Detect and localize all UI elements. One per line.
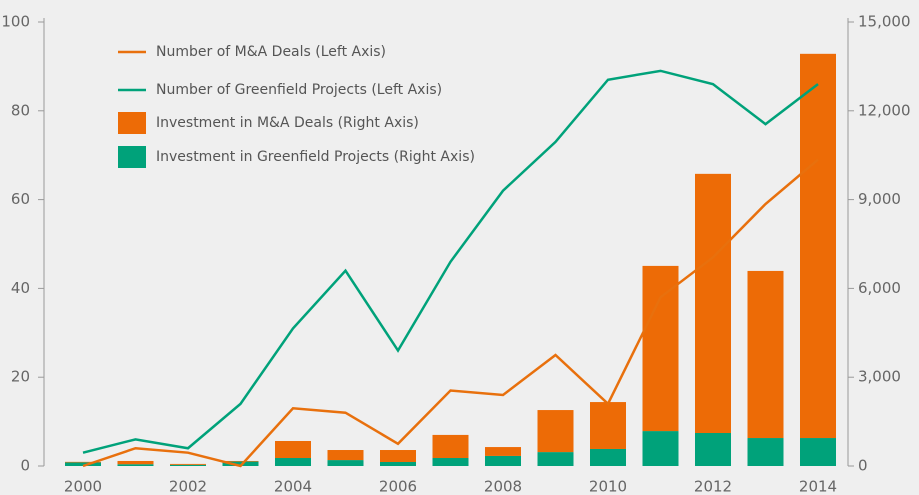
bar — [432, 458, 469, 466]
bar — [380, 450, 416, 463]
line — [82, 158, 819, 468]
y-tick-label: 100 — [1, 13, 30, 31]
legend-swatch — [118, 112, 146, 134]
bar — [275, 440, 311, 459]
bar — [222, 461, 259, 466]
bar — [590, 448, 626, 466]
y-tick-label: 40 — [11, 279, 30, 297]
x-tick-label: 2008 — [484, 478, 522, 495]
bar — [747, 438, 784, 466]
bar — [65, 462, 101, 466]
bar — [117, 464, 154, 466]
legend-label: Number of M&A Deals (Left Axis) — [156, 44, 386, 60]
bar — [800, 53, 836, 439]
legend-label: Investment in Greenfield Projects (Right… — [156, 149, 475, 165]
bar — [747, 270, 784, 439]
y-tick-label: 80 — [11, 101, 30, 119]
bar — [485, 447, 521, 456]
bar — [327, 460, 364, 466]
y2-tick-label: 3,000 — [858, 368, 901, 386]
y-tick-label: 20 — [11, 368, 30, 386]
bar — [65, 461, 101, 463]
x-tick-label: 2000 — [64, 478, 102, 495]
x-tick-label: 2010 — [589, 478, 627, 495]
bar — [642, 431, 679, 466]
bar — [275, 458, 311, 466]
y2-tick-label: 15,000 — [858, 13, 911, 31]
bar — [170, 464, 206, 466]
y2-tick-label: 0 — [858, 457, 868, 475]
y2-tick-label: 12,000 — [858, 101, 911, 119]
bar — [485, 455, 521, 466]
bar — [800, 438, 836, 466]
line — [82, 69, 819, 454]
bar — [170, 463, 206, 465]
legend-label: Number of Greenfield Projects (Left Axis… — [156, 82, 442, 98]
bar — [695, 173, 731, 433]
legend-swatch — [118, 146, 146, 168]
bar — [117, 460, 154, 465]
x-tick-label: 2014 — [799, 478, 837, 495]
y-tick-label: 60 — [11, 190, 30, 208]
bar — [590, 402, 626, 449]
bar — [222, 460, 259, 462]
bar — [537, 452, 574, 466]
y-tick-label: 0 — [20, 457, 30, 475]
bar — [537, 410, 574, 453]
bar — [695, 432, 731, 466]
x-tick-label: 2006 — [379, 478, 417, 495]
bar — [642, 265, 679, 432]
bar — [432, 434, 469, 459]
y2-tick-label: 9,000 — [858, 190, 901, 208]
legend-label: Investment in M&A Deals (Right Axis) — [156, 115, 419, 131]
x-tick-label: 2002 — [169, 478, 207, 495]
bar — [327, 450, 364, 461]
x-tick-label: 2004 — [274, 478, 312, 495]
x-tick-label: 2012 — [694, 478, 732, 495]
bar — [380, 462, 416, 466]
y2-tick-label: 6,000 — [858, 279, 901, 297]
